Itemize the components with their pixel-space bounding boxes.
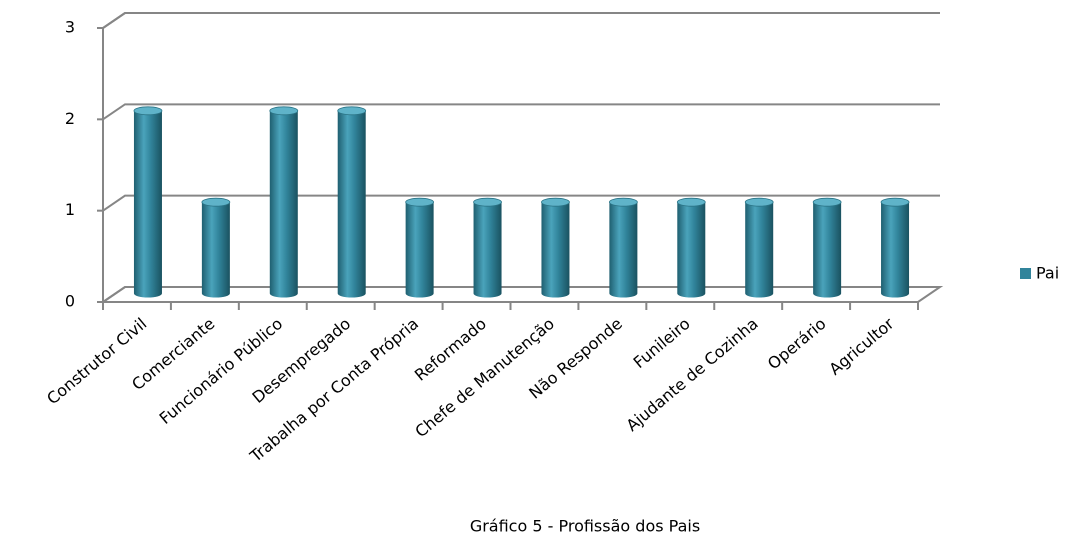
grid-line [102,286,940,303]
grid-line [102,103,940,121]
bar-top [133,106,163,116]
bar [609,202,638,298]
grid-line [102,12,940,29]
x-tick-label: Agricultor [825,314,897,379]
x-tick-label: Construtor Civil [43,314,150,408]
y-tick-label: 2 [65,109,75,128]
bar-top [880,197,910,207]
y-tick-label: 0 [65,292,75,311]
x-tick-label: Chefe de Manutenção [411,314,558,441]
y-axis [102,12,126,302]
bar-top [269,106,299,116]
bar-top [337,106,367,116]
bar [473,202,502,298]
bar-top [676,197,706,207]
bar-top [541,197,570,207]
bar [541,202,570,298]
bar-top [744,197,774,207]
bar [337,110,366,298]
bar-top [473,197,502,207]
x-tick-label: Operário [764,314,830,373]
y-tick-label: 3 [65,18,75,37]
bar [677,202,706,298]
bar-top [812,197,842,207]
bar-top [405,197,435,207]
bar [813,202,842,298]
x-tick-label: Ajudante de Cozinha [622,314,761,435]
legend-label: Pai [1036,264,1059,283]
y-tick-label: 1 [65,200,75,219]
bar [745,202,774,298]
grid-line [102,194,940,212]
bar-top [608,197,638,207]
bar-top [201,197,231,207]
bar [269,110,298,298]
legend-swatch [1020,268,1031,279]
chart-title: Gráfico 5 - Profissão dos Pais [470,517,700,536]
x-tick-label: Funcionário Público [156,314,287,428]
bar [405,202,434,298]
bar [201,202,230,298]
x-tick-label: Funileiro [630,314,694,372]
bar [133,110,162,298]
bar [881,202,910,298]
